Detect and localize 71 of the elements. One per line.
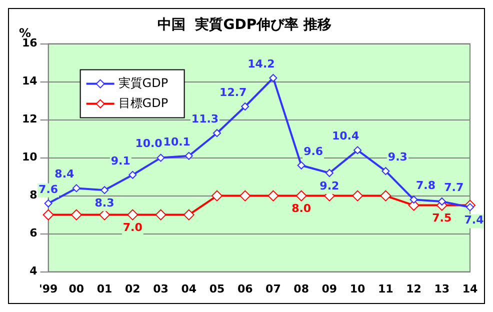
- data-label: 8.4: [54, 168, 75, 181]
- x-tick-label: 03: [153, 282, 168, 296]
- point: [100, 186, 109, 194]
- x-tick-label: 01: [96, 282, 112, 296]
- point: [156, 154, 165, 162]
- point: [382, 167, 390, 176]
- point: [44, 199, 52, 208]
- x-tick-label: 08: [294, 282, 309, 296]
- point: [466, 203, 474, 212]
- legend-label: 目標GDP: [118, 96, 168, 110]
- x-tick-label: 00: [68, 282, 84, 296]
- data-label: 7.0: [122, 221, 143, 234]
- point: [240, 190, 251, 202]
- chart-title: 中国 実質GDP伸び率 推移: [158, 16, 332, 34]
- point: [127, 209, 138, 220]
- legend-label: 実質GDP: [118, 76, 168, 90]
- y-tick-label: 6: [30, 226, 38, 240]
- point: [183, 209, 194, 220]
- point: [296, 190, 307, 202]
- point: [354, 146, 362, 154]
- x-tick-label: 12: [406, 282, 422, 296]
- point: [184, 152, 193, 160]
- point: [410, 196, 418, 204]
- data-label: 7.8: [416, 178, 436, 192]
- x-tick-label: 02: [124, 282, 140, 296]
- point: [72, 184, 80, 192]
- x-tick-label: '99: [38, 282, 58, 296]
- data-label: 9.2: [320, 179, 340, 192]
- point: [352, 190, 364, 202]
- data-label: 14.2: [248, 57, 275, 70]
- data-label: 9.1: [110, 154, 130, 168]
- x-tick-label: 10: [350, 282, 366, 296]
- x-tick-label: 11: [378, 282, 394, 296]
- y-tick-label: 4: [30, 264, 38, 278]
- data-label: 8.0: [292, 202, 312, 216]
- data-label: 10.1: [163, 135, 190, 148]
- data-label: 8.3: [94, 196, 114, 210]
- x-tick-label: 07: [266, 282, 281, 296]
- data-label: 10.0: [135, 137, 163, 150]
- point: [380, 190, 392, 202]
- point: [128, 170, 137, 179]
- point: [70, 209, 82, 220]
- point: [155, 209, 166, 220]
- data-label: 7.5: [432, 212, 452, 225]
- point: [269, 74, 278, 82]
- y-tick-label: 8: [30, 188, 38, 202]
- data-label: 12.7: [220, 86, 247, 99]
- x-tick-label: 05: [209, 282, 225, 296]
- data-label: 10.4: [332, 130, 360, 143]
- point: [297, 161, 306, 170]
- x-tick-label: 13: [434, 282, 450, 296]
- point: [268, 190, 279, 202]
- data-label: 7.4: [464, 214, 484, 227]
- point: [325, 169, 334, 177]
- data-label: 7.6: [38, 182, 58, 196]
- x-tick-label: 04: [181, 282, 197, 296]
- point: [241, 102, 250, 110]
- point: [42, 209, 54, 220]
- y-tick-label: 10: [22, 150, 38, 164]
- x-tick-label: 09: [322, 282, 338, 296]
- point: [211, 190, 222, 202]
- y-tick-label: 14: [22, 74, 38, 88]
- x-tick-label: 14: [462, 282, 478, 296]
- x-tick-label: 06: [237, 282, 254, 296]
- data-label: 11.3: [191, 112, 219, 126]
- data-label: 9.3: [388, 150, 408, 164]
- data-label: 9.6: [304, 144, 324, 158]
- point: [212, 129, 221, 138]
- y-tick-label: 12: [22, 112, 38, 126]
- point: [438, 198, 446, 206]
- data-label: 7.7: [444, 180, 464, 194]
